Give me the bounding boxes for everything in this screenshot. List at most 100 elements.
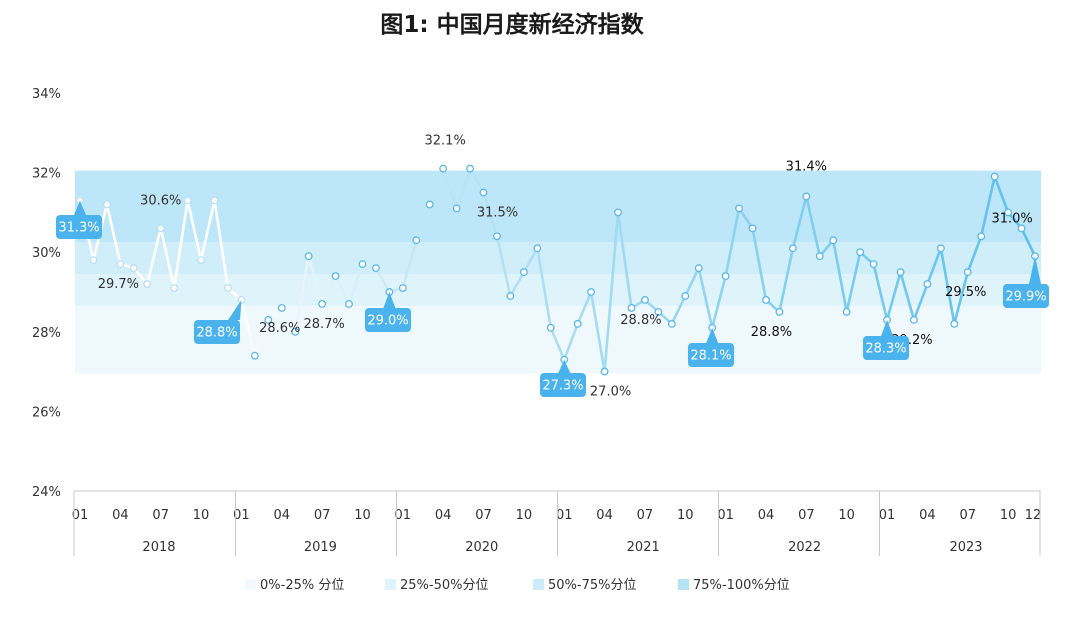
x-year-label: 2022 [788, 540, 821, 555]
callout: 28.3% [863, 319, 909, 360]
band-3 [75, 242, 1041, 275]
data-label: 31.0% [991, 211, 1032, 226]
data-point [963, 268, 972, 277]
data-point [116, 260, 125, 269]
x-tick-label: 01 [556, 508, 573, 523]
callout-label: 28.8% [196, 326, 237, 341]
data-label: 28.7% [303, 317, 344, 332]
data-label: 29.5% [945, 285, 986, 300]
axes: 24% 26% 28% 30% 32% 34% 01 04 07 10 2018 01 04 07 10 20… [32, 87, 1041, 556]
callout: 28.1% [688, 327, 734, 367]
x-tick-label: 10 [677, 508, 694, 523]
data-point [869, 260, 878, 269]
data-label: 28.6% [259, 321, 300, 336]
callout: 28.8% [194, 299, 242, 344]
data-point [425, 200, 434, 209]
data-labels: 30.6% 29.7% 28.6% 28.7% 32.1% 31.5% 27.0% 28.8%… [98, 134, 1033, 400]
callout-label: 31.3% [58, 221, 99, 236]
data-point [735, 204, 744, 213]
y-tick-label: 34% [32, 87, 61, 102]
callout-label: 29.9% [1005, 290, 1046, 305]
data-point [466, 164, 475, 173]
legend-label: 25%-50%分位 [400, 578, 488, 593]
data-point [493, 232, 501, 241]
legend-label: 75%-100%分位 [693, 578, 790, 593]
x-tick-label: 10 [838, 508, 855, 523]
x-tick-label: 07 [798, 508, 815, 523]
callout-box [1003, 284, 1049, 308]
data-point [909, 315, 918, 324]
callout: 29.0% [365, 292, 411, 332]
data-point [264, 315, 273, 324]
x-tick-label: 12 [1025, 508, 1042, 523]
data-point [923, 280, 932, 288]
data-point [762, 296, 770, 304]
x-tick-label: 04 [596, 508, 613, 523]
y-tick-label: 30% [32, 246, 61, 261]
data-label: 31.5% [477, 206, 518, 221]
x-tick-label: 01 [717, 508, 734, 523]
x-tick-label: 04 [112, 508, 129, 523]
chart-title: 图1: 中国月度新经济指数 [380, 11, 644, 38]
data-point [371, 264, 380, 273]
callout-box [56, 215, 102, 239]
callout-pointer [881, 319, 894, 336]
data-point [439, 164, 448, 173]
x-tick-label: 07 [152, 508, 169, 523]
data-point [829, 236, 838, 245]
x-year-label: 2020 [465, 540, 498, 555]
callout-pointer [228, 299, 242, 320]
legend-label: 0%-25% 分位 [260, 578, 344, 593]
x-tick-label: 01 [233, 508, 250, 523]
data-point [600, 367, 609, 376]
x-tick-label: 04 [273, 508, 290, 523]
data-point [667, 319, 676, 328]
data-label: 32.1% [425, 134, 466, 149]
data-point [640, 296, 649, 304]
x-year-label: 2021 [627, 540, 660, 555]
data-point [398, 284, 407, 292]
x-tick-label: 07 [959, 508, 976, 523]
data-point [358, 260, 367, 269]
data-point [950, 319, 959, 328]
data-point [156, 224, 165, 233]
x-tick-label: 07 [475, 508, 492, 523]
x-tick-label: 04 [435, 508, 452, 523]
data-point [788, 244, 797, 253]
callout-box [365, 308, 411, 332]
data-label: 30.6% [140, 193, 181, 208]
data-point [1004, 208, 1013, 217]
legend-label: 50%-75%分位 [548, 578, 636, 593]
data-point [250, 351, 259, 360]
data-point [721, 272, 730, 281]
x-tick-label: 01 [879, 508, 896, 523]
x-tick-label: 10 [354, 508, 371, 523]
x-year-label: 2023 [949, 540, 982, 555]
x-tick-label: 07 [637, 508, 654, 523]
data-label: 28.8% [620, 313, 661, 328]
data-point [237, 296, 246, 304]
callout-label: 29.0% [367, 314, 408, 329]
x-tick-label: 04 [758, 508, 775, 523]
x-tick-label: 01 [72, 508, 89, 523]
data-point [802, 192, 811, 201]
data-point [1017, 224, 1026, 233]
band-4 [75, 170, 1041, 243]
data-label: 28.8% [751, 325, 792, 340]
data-point [102, 200, 111, 209]
data-point [143, 280, 152, 288]
x-tick-label: 10 [193, 508, 210, 523]
callout-box [194, 320, 240, 344]
data-point [856, 248, 865, 257]
legend-swatch [385, 579, 396, 590]
callout-pointer [1029, 256, 1041, 284]
data-point [936, 244, 945, 253]
x-year-label: 2019 [304, 540, 337, 555]
data-point [573, 319, 582, 328]
data-point [304, 252, 313, 261]
data-point [587, 288, 596, 296]
data-point [318, 299, 327, 308]
data-point [990, 172, 999, 181]
data-point [748, 224, 757, 233]
x-tick-label: 10 [1000, 508, 1017, 523]
